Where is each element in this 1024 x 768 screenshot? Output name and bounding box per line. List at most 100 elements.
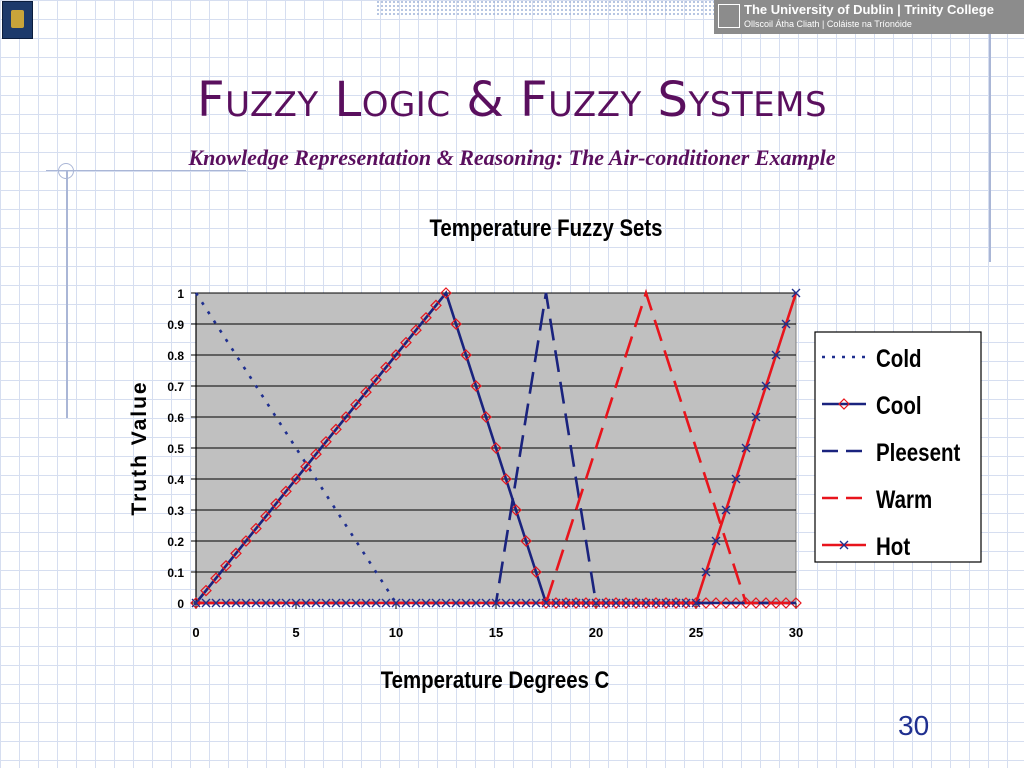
data-point (451, 598, 461, 608)
header-banner (376, 0, 714, 16)
data-point (760, 597, 772, 609)
data-point (761, 381, 771, 391)
legend-item: Cool (822, 391, 922, 419)
data-point (470, 380, 482, 392)
decorative-line (989, 34, 991, 262)
university-name: The University of Dublin | Trinity Colle… (744, 2, 994, 17)
data-point (251, 598, 261, 608)
legend-marker (839, 540, 849, 550)
data-point (521, 598, 531, 608)
data-point (310, 448, 322, 461)
data-point (421, 598, 431, 608)
slide-subtitle: Knowledge Representation & Reasoning: Th… (188, 145, 836, 170)
data-point (560, 597, 572, 609)
data-point (231, 598, 241, 608)
page-number: 30 (898, 710, 930, 741)
data-point (471, 598, 481, 608)
data-point (311, 598, 321, 608)
x-axis-label: Temperature Degrees C (381, 666, 610, 693)
crest-logo (2, 1, 33, 39)
data-point (701, 567, 711, 577)
legend-item: Cold (822, 344, 922, 372)
data-point (461, 598, 471, 608)
series-cold (194, 292, 796, 605)
data-point (351, 598, 361, 608)
data-point (321, 598, 331, 608)
data-point (581, 598, 591, 608)
data-point (460, 349, 472, 361)
data-point (381, 598, 391, 608)
data-point (350, 398, 362, 411)
data-point (641, 598, 651, 608)
data-point (750, 597, 762, 609)
data-point (510, 504, 522, 516)
data-point (670, 597, 682, 609)
slide-title: Fuzzy Logic & Fuzzy Systems (196, 72, 828, 128)
data-point (531, 598, 541, 608)
data-point (640, 597, 652, 609)
data-point (790, 597, 802, 609)
data-point (410, 324, 422, 337)
legend-item: Warm (822, 485, 932, 513)
data-point (681, 598, 691, 608)
data-point (700, 597, 712, 609)
data-point (630, 597, 642, 609)
y-tick-label: 0.4 (167, 473, 184, 487)
data-point (240, 535, 252, 547)
data-point (260, 510, 272, 523)
data-point (301, 598, 311, 608)
data-point (360, 386, 372, 399)
data-point (620, 597, 632, 609)
data-point (201, 598, 211, 608)
data-point (720, 597, 732, 609)
data-point (210, 572, 222, 585)
data-point (390, 349, 402, 361)
data-point (371, 598, 381, 608)
data-point (501, 598, 511, 608)
data-point (650, 597, 662, 609)
data-point (220, 559, 232, 572)
series-layer (190, 287, 802, 609)
x-tick-label: 30 (789, 625, 803, 640)
y-tick-label: 0.6 (167, 411, 184, 425)
data-point (261, 598, 271, 608)
data-point (300, 460, 312, 473)
data-point (230, 547, 242, 560)
legend-item: Pleesent (822, 438, 961, 466)
data-point (281, 598, 291, 608)
x-tick-label: 0 (192, 625, 199, 640)
y-tick-label: 0.2 (167, 535, 184, 549)
data-point (780, 597, 792, 609)
data-point (361, 598, 371, 608)
university-banner: The University of Dublin | Trinity Colle… (714, 0, 1024, 34)
data-point (340, 411, 352, 423)
data-point (430, 299, 442, 312)
data-point (690, 597, 702, 609)
data-point (610, 597, 622, 609)
data-point (741, 443, 751, 453)
legend-item: Hot (822, 532, 910, 560)
y-tick-label: 0.7 (167, 380, 184, 394)
legend-label: Cool (876, 391, 922, 419)
data-point (601, 598, 611, 608)
data-point (241, 598, 251, 608)
x-tick-label: 15 (489, 625, 503, 640)
data-point (191, 598, 201, 608)
decorative-circle (58, 163, 74, 179)
data-point (740, 597, 752, 609)
data-point (561, 598, 571, 608)
data-point (211, 598, 221, 608)
data-point (200, 584, 212, 597)
data-point (541, 598, 551, 608)
x-tick-label: 5 (292, 625, 299, 640)
data-point (791, 288, 801, 298)
x-tick-label: 20 (589, 625, 603, 640)
data-point (551, 598, 561, 608)
series-line (194, 292, 796, 605)
data-point (771, 350, 781, 360)
data-point (591, 598, 601, 608)
data-point (330, 423, 342, 436)
data-point (770, 597, 782, 609)
data-point (320, 435, 332, 448)
